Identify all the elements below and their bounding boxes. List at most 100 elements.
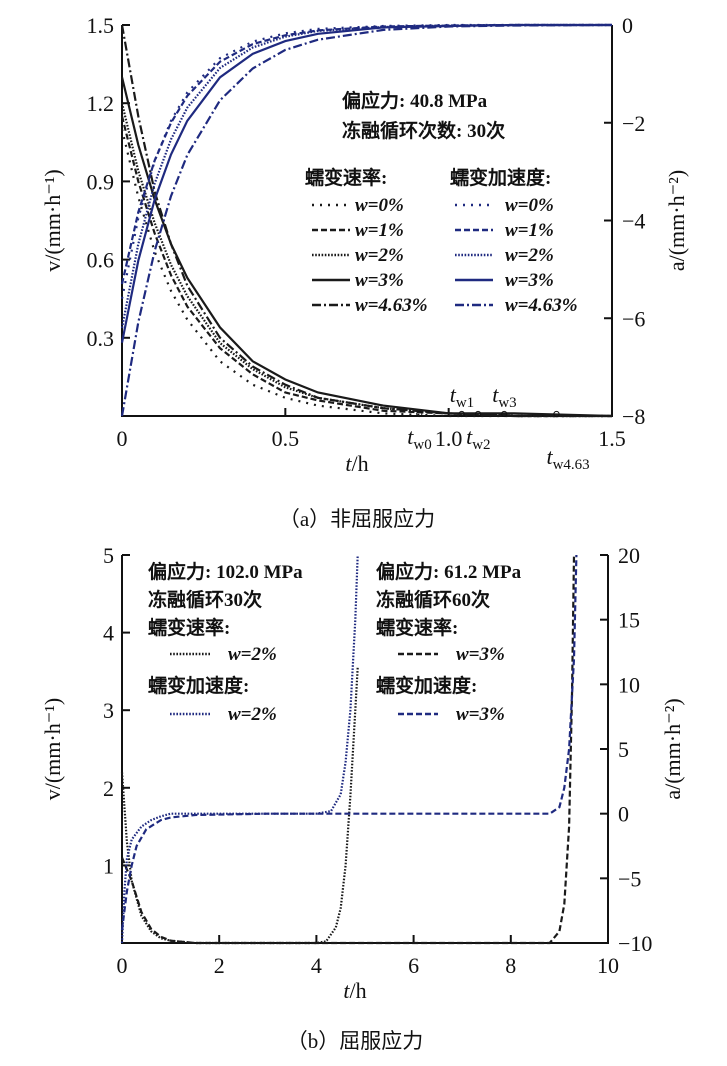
y2-tick-label: −4 xyxy=(622,209,645,234)
y2-tick-label: 5 xyxy=(618,737,629,762)
x-tick-label: 0 xyxy=(117,426,128,451)
axes-frame xyxy=(121,555,609,944)
x-tick-label: 1.5 xyxy=(598,426,626,451)
series-line-1 xyxy=(120,554,576,945)
y-tick-label: 0.9 xyxy=(87,169,115,194)
annotation-annotations_left-0: 偏应力: 102.0 MPa xyxy=(148,560,303,583)
y2-tick-label: 15 xyxy=(618,608,640,633)
y2-tick-label: −10 xyxy=(618,931,652,956)
y-tick-label: 1.2 xyxy=(87,91,115,116)
y-tick-label: 4 xyxy=(103,621,114,646)
x-axis-label-unit: /h xyxy=(352,451,369,476)
y2-tick-label: 0 xyxy=(622,13,633,38)
marker-sub: w4.63 xyxy=(553,457,590,473)
annotation-annotations_left-1: 冻融循环30次 xyxy=(148,588,262,611)
x-tick-label: 2 xyxy=(214,953,225,978)
y-tick-label: 1.5 xyxy=(87,13,115,38)
marker-var: t xyxy=(466,424,473,449)
x-tick-label: 10 xyxy=(597,953,619,978)
annotation-annotations_right-0: 偏应力: 61.2 MPa xyxy=(376,560,522,583)
series-line-2 xyxy=(120,554,359,944)
legend-header-acceleration: 蠕变加速度: xyxy=(450,166,551,189)
x-tick-label: 0.5 xyxy=(272,426,300,451)
annotation-stress: 偏应力: 40.8 MPa xyxy=(342,89,488,112)
x-tick-label: 4 xyxy=(311,953,322,978)
chart-a: 0 0.5 1.0 1.5 0.3 0.6 0.9 1.2 1.5 0 −2 −4 −6 −8 t/h v/(… xyxy=(40,13,689,531)
x-axis-label-var: t xyxy=(345,451,352,476)
annotation-annotations_left-2: 蠕变速率: xyxy=(148,616,230,639)
marker-label: tw2 xyxy=(466,424,490,453)
x-axis-label-var: t xyxy=(343,978,350,1003)
y-tick-label: 5 xyxy=(103,543,114,568)
figure-caption: （b）屈服应力 xyxy=(287,1029,424,1053)
y-tick-label: 3 xyxy=(103,698,114,723)
legend-label-velocity: w=4.63% xyxy=(355,295,428,316)
y2-tick-label: 0 xyxy=(618,802,629,827)
legend-label-acceleration: w=2% xyxy=(505,245,554,266)
x-tick-label: 1.0 xyxy=(435,426,463,451)
marker-var: t xyxy=(546,444,553,469)
x-axis-label-unit: /h xyxy=(350,978,367,1003)
legend-header-velocity: 蠕变速率: xyxy=(305,166,387,189)
marker-sub: w1 xyxy=(456,395,474,411)
annotation-annotations_left-5: w=2% xyxy=(228,704,277,725)
y2-tick-label: −8 xyxy=(622,404,645,429)
y2-axis-label: a/(mm·h⁻²) xyxy=(660,698,685,799)
legend-label-velocity: w=1% xyxy=(355,220,404,241)
marker-circle xyxy=(501,410,508,418)
x-tick-label: 6 xyxy=(408,953,419,978)
x-tick-label: 8 xyxy=(505,953,516,978)
marker-label: tw3 xyxy=(492,382,516,411)
series-line-9 xyxy=(120,23,613,417)
y-tick-label: 1 xyxy=(103,853,114,878)
annotation-annotations_right-5: w=3% xyxy=(456,704,505,725)
marker-var: t xyxy=(492,382,499,407)
series-line-3 xyxy=(120,554,578,931)
x-axis-label: t/h xyxy=(343,978,366,1003)
marker-var: t xyxy=(450,382,457,407)
annotation-annotations_right-3: w=3% xyxy=(456,644,505,665)
legend-label-velocity: w=2% xyxy=(355,245,404,266)
series-line-0 xyxy=(120,667,359,945)
marker-circle xyxy=(458,410,465,418)
x-tick-label: 0 xyxy=(117,953,128,978)
y2-tick-label: −6 xyxy=(622,306,645,331)
legend-label-acceleration: w=4.63% xyxy=(505,295,578,316)
y-axis-label: v/(mm·h⁻¹) xyxy=(40,169,65,272)
marker-circle xyxy=(474,410,482,418)
marker-label: tw1 xyxy=(450,382,474,411)
y2-tick-label: −5 xyxy=(618,866,641,891)
legend-label-acceleration: w=0% xyxy=(505,195,554,216)
y2-tick-label: −2 xyxy=(622,111,645,136)
marker-sub: w3 xyxy=(498,395,516,411)
y-tick-label: 0.6 xyxy=(87,248,115,273)
annotation-cycles: 冻融循环次数: 30次 xyxy=(342,119,505,142)
series-line-1 xyxy=(120,115,612,418)
annotation-annotations_right-1: 冻融循环60次 xyxy=(376,588,490,611)
x-axis-label: t/h xyxy=(345,451,368,476)
y2-axis-label: a/(mm·h⁻²) xyxy=(664,170,689,271)
annotation-annotations_right-2: 蠕变速率: xyxy=(376,616,458,639)
marker-sub: w2 xyxy=(472,437,490,453)
annotation-annotations_left-4: 蠕变加速度: xyxy=(148,674,249,697)
y2-tick-label: 20 xyxy=(618,543,640,568)
marker-circle xyxy=(553,410,560,418)
y-tick-label: 2 xyxy=(103,776,114,801)
marker-sub: w0 xyxy=(413,437,431,453)
figure-caption: （a）非屈服应力 xyxy=(279,507,435,531)
y-axis-label: v/(mm·h⁻¹) xyxy=(40,698,65,801)
y2-tick-label: 10 xyxy=(618,672,640,697)
marker-circle xyxy=(416,410,423,418)
series-line-4 xyxy=(120,24,612,418)
legend-label-velocity: w=0% xyxy=(355,195,404,216)
legend-label-acceleration: w=3% xyxy=(505,270,554,291)
legend-label-acceleration: w=1% xyxy=(505,220,554,241)
y-tick-label: 0.3 xyxy=(87,326,115,351)
annotation-annotations_right-4: 蠕变加速度: xyxy=(376,674,477,697)
annotation-annotations_left-3: w=2% xyxy=(228,644,277,665)
marker-label: tw4.63 xyxy=(546,444,589,473)
legend-label-velocity: w=3% xyxy=(355,270,404,291)
marker-var: t xyxy=(407,424,414,449)
